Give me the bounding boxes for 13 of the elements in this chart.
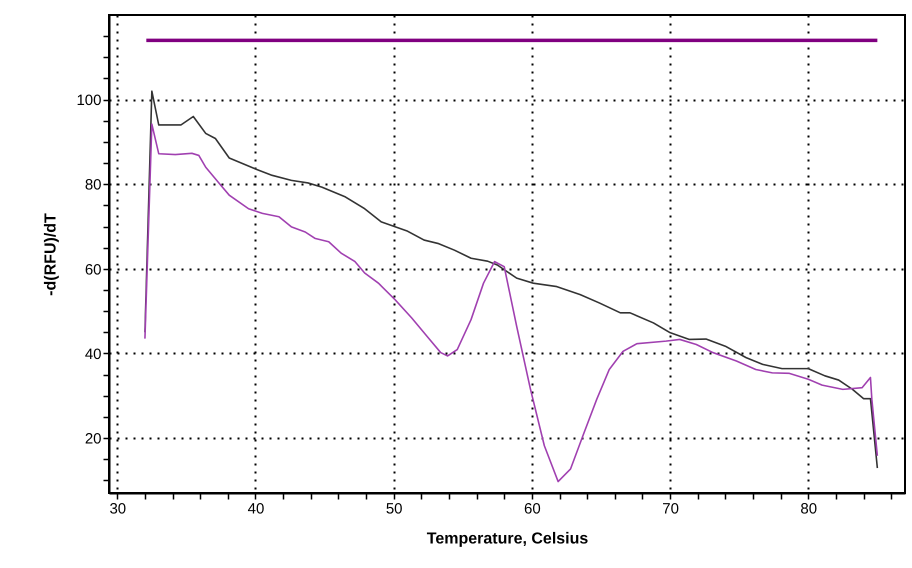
x-tick-label: 40 [248,500,264,518]
x-tick-label: 30 [109,500,126,518]
y-tick-label: 20 [84,430,102,448]
y-tick-label: 100 [76,92,102,110]
x-tick-label: 80 [800,500,818,518]
x-axis-title: Temperature, Celsius [426,530,588,548]
y-tick-label: 60 [84,261,102,278]
y-tick-label: 40 [84,346,102,363]
x-tick-label: 60 [524,500,541,518]
y-tick-label: 80 [84,176,102,194]
x-tick-label: 50 [386,500,403,518]
y-axis-title: -d(RFU)/dT [42,212,60,296]
x-tick-label: 70 [662,500,679,518]
